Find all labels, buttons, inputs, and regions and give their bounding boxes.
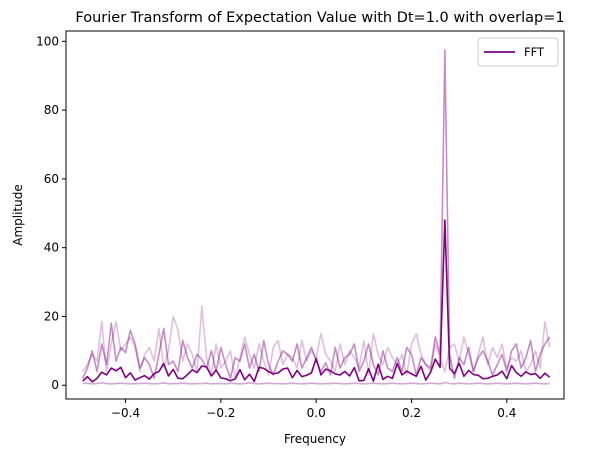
series-line-2 [82,305,551,380]
x-axis-label: Frequency [284,432,346,446]
series-layer [81,49,551,385]
legend-label-fft: FFT [524,45,545,59]
x-tick-label: −0.2 [206,406,235,420]
y-tick-label: 80 [44,103,59,117]
y-axis: 0 20 40 60 80 100 [36,34,66,392]
series-line-3 [82,381,550,385]
series-line-1 [81,49,551,380]
x-axis: −0.4 −0.2 0.0 0.2 0.4 [111,399,516,420]
x-tick-label: 0.4 [497,406,516,420]
y-tick-label: 100 [36,34,59,48]
y-tick-label: 0 [51,378,59,392]
y-tick-label: 60 [44,172,59,186]
y-tick-label: 40 [44,241,59,255]
y-tick-label: 20 [44,309,59,323]
legend-box [477,37,559,67]
x-tick-label: −0.4 [111,406,140,420]
x-tick-label: 0.0 [307,406,326,420]
y-axis-label: Amplitude [11,184,25,246]
legend: FFT [477,37,559,67]
chart-title: Fourier Transform of Expectation Value w… [75,10,564,26]
plot-frame [65,30,565,400]
series-line-0 [82,219,551,383]
x-tick-label: 0.2 [402,406,421,420]
